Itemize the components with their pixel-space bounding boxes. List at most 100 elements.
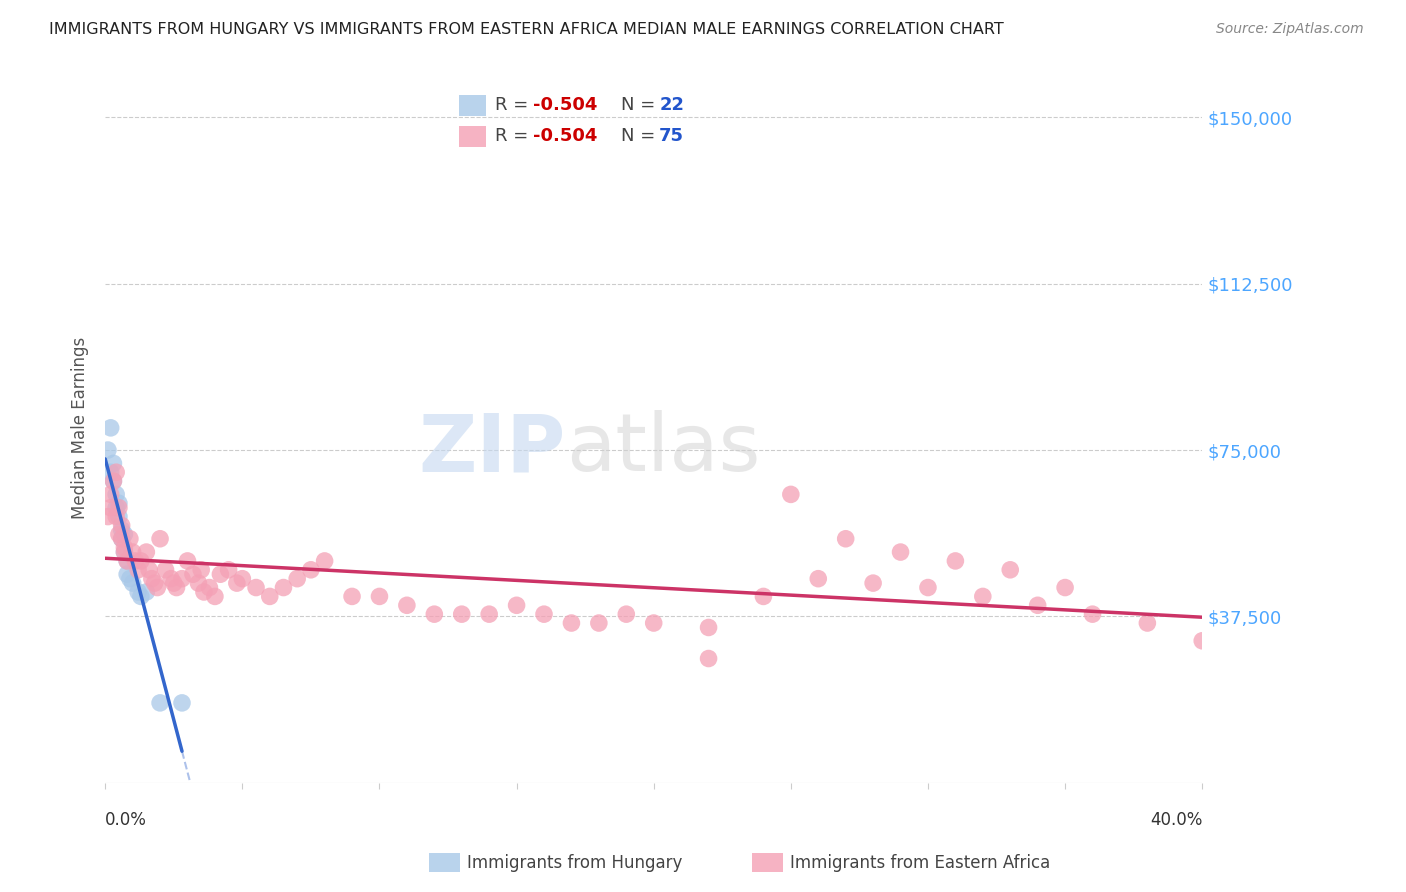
Text: Immigrants from Hungary: Immigrants from Hungary: [467, 854, 682, 871]
Point: [129, 554, 152, 568]
Point: [245, 581, 267, 595]
Point: [614, 607, 637, 622]
Point: [218, 563, 240, 577]
Point: [834, 532, 856, 546]
Point: [97, 443, 120, 458]
Point: [945, 554, 967, 568]
Text: ZIP: ZIP: [419, 410, 567, 488]
Point: [340, 590, 363, 604]
Point: [166, 581, 188, 595]
Point: [108, 500, 131, 515]
Point: [100, 500, 122, 515]
Point: [181, 567, 204, 582]
Point: [225, 576, 247, 591]
Point: [917, 581, 939, 595]
Point: [135, 585, 157, 599]
Point: [105, 500, 128, 515]
Point: [779, 487, 801, 501]
Point: [127, 563, 149, 577]
Point: [198, 581, 221, 595]
Point: [111, 518, 134, 533]
Y-axis label: Median Male Earnings: Median Male Earnings: [72, 336, 89, 519]
Point: [1136, 615, 1159, 630]
Point: [112, 541, 135, 555]
Point: [115, 554, 138, 568]
Point: [160, 572, 183, 586]
Point: [314, 554, 336, 568]
Point: [588, 615, 610, 630]
Point: [112, 545, 135, 559]
Point: [423, 607, 446, 622]
Text: 40.0%: 40.0%: [1150, 812, 1202, 830]
Point: [103, 474, 125, 488]
Point: [111, 532, 134, 546]
Point: [105, 487, 128, 501]
Point: [124, 554, 146, 568]
Point: [1026, 599, 1049, 613]
Point: [697, 651, 720, 665]
Point: [118, 572, 141, 586]
Point: [299, 563, 322, 577]
Point: [149, 532, 172, 546]
Point: [450, 607, 472, 622]
Point: [187, 576, 209, 591]
Text: 0.0%: 0.0%: [105, 812, 148, 830]
Point: [273, 581, 295, 595]
Point: [105, 509, 128, 524]
Point: [1000, 563, 1022, 577]
Point: [143, 576, 166, 591]
Point: [100, 465, 122, 479]
Point: [127, 585, 149, 599]
Point: [146, 581, 169, 595]
Point: [533, 607, 555, 622]
Point: [138, 563, 160, 577]
Text: IMMIGRANTS FROM HUNGARY VS IMMIGRANTS FROM EASTERN AFRICA MEDIAN MALE EARNINGS C: IMMIGRANTS FROM HUNGARY VS IMMIGRANTS FR…: [49, 22, 1004, 37]
Point: [204, 590, 226, 604]
Point: [1191, 633, 1213, 648]
Point: [862, 576, 884, 591]
Point: [121, 545, 143, 559]
Point: [889, 545, 911, 559]
Point: [368, 590, 391, 604]
Point: [505, 599, 527, 613]
Point: [105, 465, 128, 479]
Point: [115, 567, 138, 582]
Point: [97, 509, 120, 524]
Point: [103, 456, 125, 470]
Point: [193, 585, 215, 599]
Point: [100, 487, 122, 501]
Point: [807, 572, 830, 586]
Text: Source: ZipAtlas.com: Source: ZipAtlas.com: [1216, 22, 1364, 37]
Point: [103, 474, 125, 488]
Point: [112, 545, 135, 559]
Point: [259, 590, 281, 604]
Point: [1054, 581, 1077, 595]
Point: [141, 572, 163, 586]
Point: [643, 615, 665, 630]
Point: [752, 590, 775, 604]
Point: [176, 554, 198, 568]
Point: [209, 567, 232, 582]
Point: [112, 527, 135, 541]
Point: [111, 532, 134, 546]
Point: [108, 509, 131, 524]
Point: [972, 590, 994, 604]
Point: [1081, 607, 1104, 622]
Point: [115, 554, 138, 568]
Point: [560, 615, 582, 630]
Point: [149, 696, 172, 710]
Point: [108, 527, 131, 541]
Point: [231, 572, 253, 586]
Point: [129, 590, 152, 604]
Point: [285, 572, 308, 586]
Point: [100, 421, 122, 435]
Point: [155, 563, 177, 577]
Point: [111, 523, 134, 537]
Point: [190, 563, 212, 577]
Point: [478, 607, 501, 622]
Point: [170, 572, 193, 586]
Point: [108, 496, 131, 510]
Point: [121, 576, 143, 591]
Text: Immigrants from Eastern Africa: Immigrants from Eastern Africa: [790, 854, 1050, 871]
Point: [170, 696, 193, 710]
